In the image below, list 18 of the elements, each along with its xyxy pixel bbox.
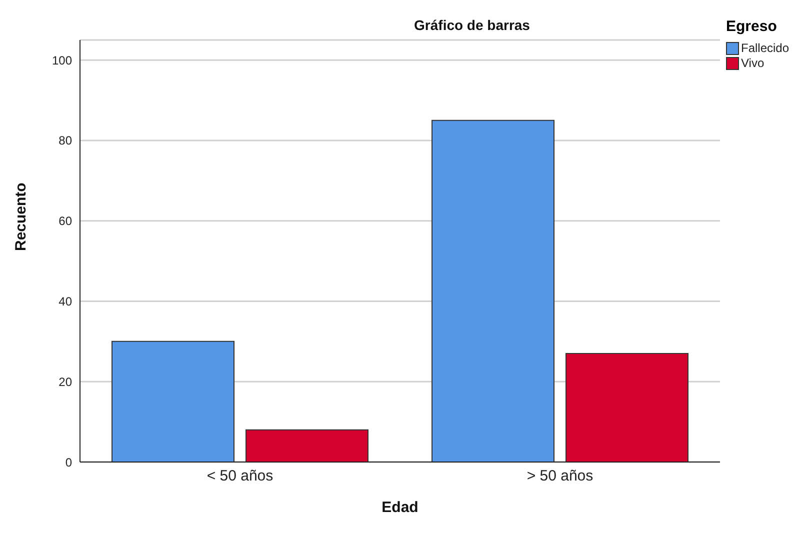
bar xyxy=(246,429,368,462)
legend-label: Vivo xyxy=(740,56,766,71)
bar xyxy=(566,352,688,462)
y-tick-label: 80 xyxy=(58,134,72,148)
x-tick-label: < 50 años xyxy=(206,468,274,485)
y-tick-label: 20 xyxy=(58,374,72,389)
y-tick-label: 0 xyxy=(65,455,72,470)
x-axis-title: Edad xyxy=(382,499,418,516)
legend-label: Fallecido xyxy=(740,41,790,56)
y-tick-label: 60 xyxy=(58,214,72,228)
chart-title: Gráfico de barras xyxy=(414,17,530,33)
bar xyxy=(432,120,554,462)
bar xyxy=(112,340,234,462)
y-axis-title: Recuento xyxy=(12,182,30,251)
y-tick-label: 100 xyxy=(52,53,72,68)
y-tick-label: 40 xyxy=(58,294,72,308)
legend-title: Egreso xyxy=(726,18,778,35)
x-tick-label: > 50 años xyxy=(526,468,594,485)
